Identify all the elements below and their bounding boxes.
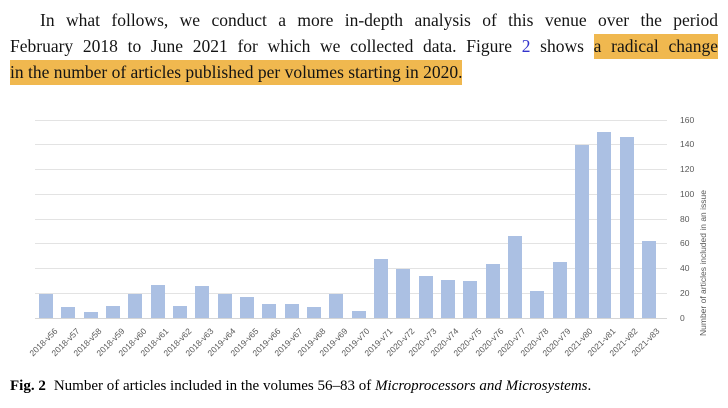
bar-2020-v79 bbox=[552, 262, 567, 318]
caption-text: . bbox=[587, 378, 592, 394]
bar-2018-v58 bbox=[83, 311, 98, 318]
bar-2019-v71 bbox=[373, 258, 388, 318]
gridline bbox=[35, 218, 667, 220]
gridline bbox=[35, 144, 667, 146]
bar-2020-v74 bbox=[440, 279, 455, 318]
y-axis-title: Number of articles included in an issue bbox=[698, 190, 708, 336]
bar-2018-v62 bbox=[173, 305, 188, 318]
y-tick-label: 160 bbox=[680, 114, 695, 125]
bar-2018-v57 bbox=[61, 306, 76, 318]
bar-2019-v66 bbox=[262, 304, 277, 318]
figure-caption: Fig. 2 Number of articles included in the… bbox=[0, 365, 728, 395]
gridline bbox=[35, 119, 667, 121]
bar-2018-v56 bbox=[39, 294, 54, 318]
y-tick-label: 80 bbox=[680, 213, 690, 224]
bar-2020-v77 bbox=[507, 236, 522, 318]
y-tick-label: 20 bbox=[680, 287, 690, 298]
y-tick-label: 140 bbox=[680, 139, 695, 150]
bar-2018-v59 bbox=[106, 305, 121, 318]
y-tick-label: 40 bbox=[680, 263, 690, 273]
figure-2-bar-chart: Number of articles included in an issue … bbox=[0, 109, 728, 365]
bar-2019-v68 bbox=[307, 306, 322, 318]
bar-2018-v61 bbox=[150, 284, 165, 318]
bar-2019-v70 bbox=[351, 310, 366, 318]
y-tick-label: 60 bbox=[680, 238, 690, 249]
gridline bbox=[35, 243, 667, 245]
figure-2-reference-link[interactable]: 2 bbox=[521, 36, 531, 56]
bar-2018-v60 bbox=[128, 294, 143, 318]
figure-caption-label: Fig. 2 bbox=[10, 378, 46, 394]
gridline bbox=[35, 169, 667, 170]
paragraph-text: shows bbox=[530, 36, 594, 56]
y-tick-label: 100 bbox=[680, 188, 695, 199]
y-tick-label: 0 bbox=[680, 312, 685, 323]
paragraph-line-2: February 2018 to June 2021 for which we … bbox=[10, 33, 718, 59]
gridline bbox=[35, 268, 667, 269]
journal-name-italic: Microprocessors and Microsystems bbox=[375, 378, 588, 394]
gridline bbox=[35, 317, 667, 319]
bar-2019-v65 bbox=[240, 296, 255, 318]
bar-2019-v64 bbox=[217, 294, 232, 318]
paragraph-text: February 2018 to June 2021 for which we … bbox=[10, 36, 522, 56]
paragraph-line-1: In what follows, we conduct a more in-de… bbox=[40, 10, 718, 30]
gridline bbox=[35, 292, 667, 294]
bar-2019-v69 bbox=[329, 294, 344, 318]
bar-2020-v75 bbox=[463, 280, 478, 318]
bar-2020-v72 bbox=[396, 268, 411, 318]
body-paragraph: In what follows, we conduct a more in-de… bbox=[0, 0, 728, 85]
y-tick-label: 120 bbox=[680, 164, 695, 174]
bar-2021-v82 bbox=[619, 137, 634, 318]
gridline bbox=[35, 193, 667, 195]
bar-2020-v78 bbox=[530, 290, 545, 318]
bar-2020-v76 bbox=[485, 263, 500, 318]
bar-2021-v81 bbox=[597, 132, 612, 318]
bar-2021-v80 bbox=[574, 144, 589, 318]
bar-2019-v67 bbox=[284, 304, 299, 318]
bar-2018-v63 bbox=[195, 285, 210, 318]
bar-2021-v83 bbox=[641, 241, 656, 318]
highlighted-text: in the number of articles published per … bbox=[10, 60, 463, 85]
bar-2020-v73 bbox=[418, 275, 433, 318]
caption-text: Number of articles included in the volum… bbox=[53, 378, 376, 394]
paragraph-line-3: in the number of articles published per … bbox=[10, 59, 718, 85]
highlighted-text: a radical change bbox=[593, 34, 718, 59]
